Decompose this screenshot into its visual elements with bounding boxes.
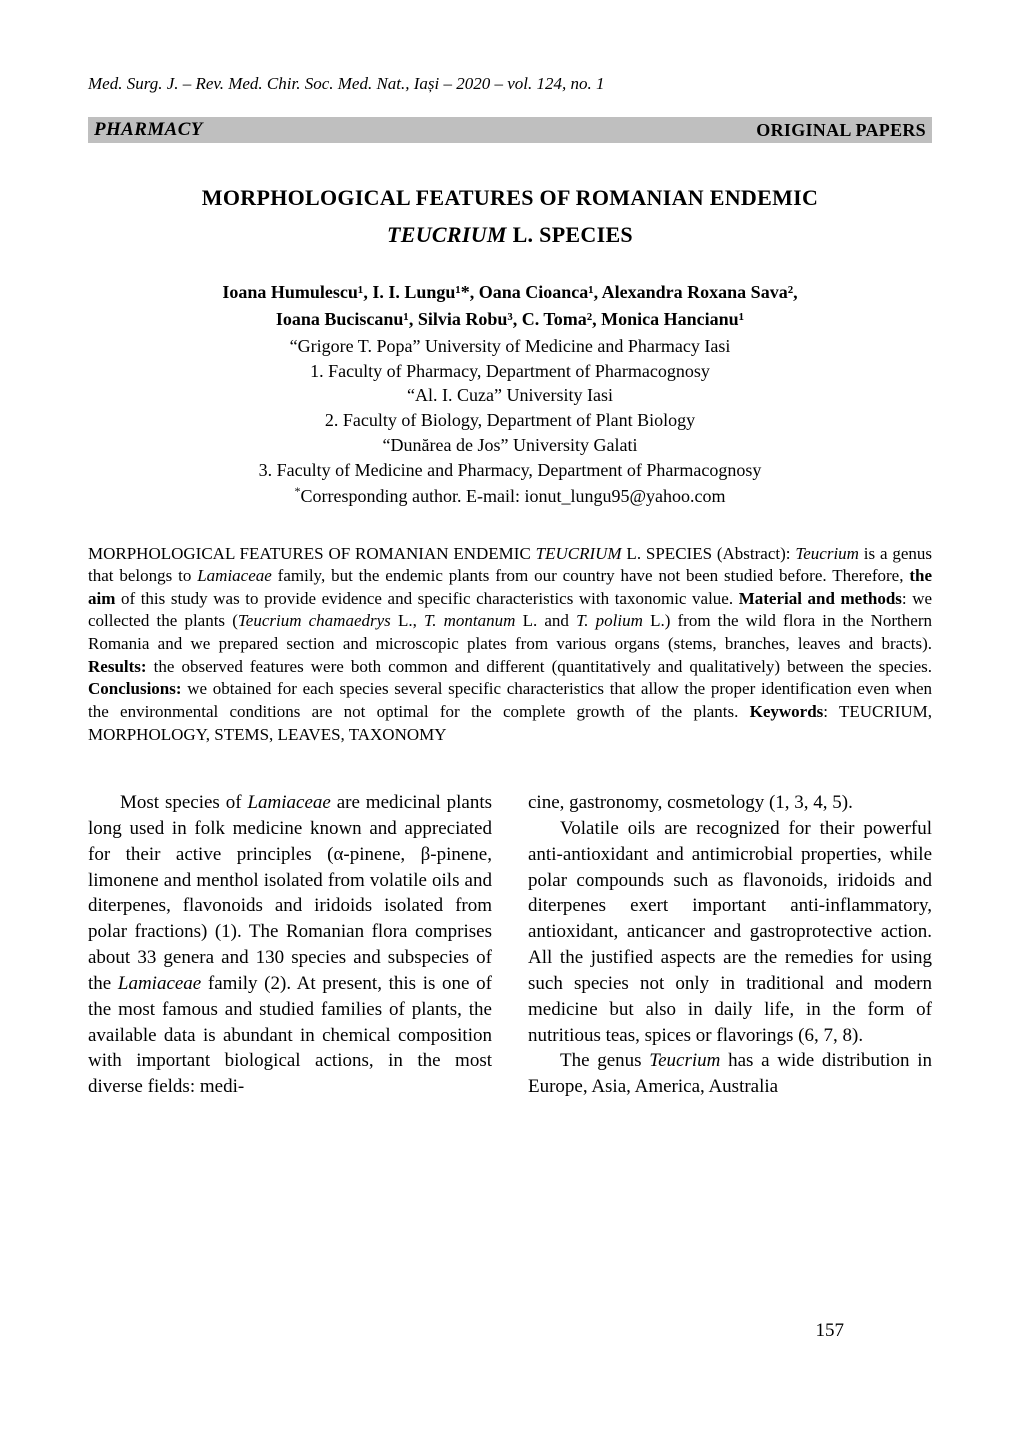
- section-bar: PHARMACY ORIGINAL PAPERS: [88, 117, 932, 143]
- abs-t6: the observed features were both common a…: [147, 657, 932, 676]
- c1-p1-it: Lamiaceae: [247, 792, 330, 813]
- column-left: Most species of Lamiaceae are medicinal …: [88, 790, 492, 1100]
- affil-6: 3. Faculty of Medicine and Pharmacy, Dep…: [88, 458, 932, 483]
- c2-p3-it: Teucrium: [649, 1050, 720, 1071]
- abs-b2: Material and methods: [739, 589, 902, 608]
- running-head: Med. Surg. J. – Rev. Med. Chir. Soc. Med…: [88, 72, 932, 95]
- affil-1: “Grigore T. Popa” University of Medicine…: [88, 334, 932, 359]
- abs-b3: Results:: [88, 657, 147, 676]
- affil-4: 2. Faculty of Biology, Department of Pla…: [88, 408, 932, 433]
- title-line2: TEUCRIUM L. SPECIES: [88, 220, 932, 250]
- abs-t5a: L.,: [391, 611, 424, 630]
- column-right: cine, gastronomy, cosmetology (1, 3, 4, …: [528, 790, 932, 1100]
- abstract: MORPHOLOGICAL FEATURES OF ROMANIAN ENDEM…: [88, 543, 932, 746]
- abs-t3-it: Lamiaceae: [197, 566, 272, 585]
- abs-t5-it1: Teucrium chamaedrys: [238, 611, 391, 630]
- abs-t1-it: TEUCRIUM: [536, 544, 622, 563]
- affil-7: *Corresponding author. E-mail: ionut_lun…: [88, 483, 932, 509]
- abs-t5-it2: T. montanum: [424, 611, 515, 630]
- affil-2: 1. Faculty of Pharmacy, Department of Ph…: [88, 359, 932, 384]
- abs-b5: Keywords: [750, 702, 824, 721]
- affil-7-text: Corresponding author. E-mail: ionut_lung…: [300, 486, 725, 506]
- c2-p3: The genus Teucrium has a wide distributi…: [528, 1048, 932, 1100]
- abs-t1b: L. SPECIES (Abstract):: [622, 544, 796, 563]
- section-bar-left: PHARMACY: [94, 117, 203, 143]
- c2-p3a: The genus: [560, 1050, 649, 1071]
- c1-p1a: Most species of: [120, 792, 247, 813]
- c2-p1: cine, gastronomy, cosmetology (1, 3, 4, …: [528, 790, 932, 816]
- abs-b4: Conclusions:: [88, 679, 182, 698]
- c1-p1b: are medicinal plants long used in folk m…: [88, 792, 492, 994]
- c2-p2: Volatile oils are recognized for their p…: [528, 816, 932, 1048]
- c1-p1: Most species of Lamiaceae are medicinal …: [88, 790, 492, 1100]
- abs-t4: of this study was to provide evidence an…: [115, 589, 738, 608]
- abs-t1: MORPHOLOGICAL FEATURES OF ROMANIAN ENDEM…: [88, 544, 536, 563]
- authors-line1: Ioana Humulescu¹, I. I. Lungu¹*, Oana Ci…: [88, 280, 932, 305]
- abs-t5b: L. and: [515, 611, 576, 630]
- title-line1: MORPHOLOGICAL FEATURES OF ROMANIAN ENDEM…: [88, 183, 932, 213]
- abs-t5-it3: T. polium: [576, 611, 643, 630]
- body-columns: Most species of Lamiaceae are medicinal …: [88, 790, 932, 1100]
- affil-3: “Al. I. Cuza” University Iasi: [88, 383, 932, 408]
- section-bar-right: ORIGINAL PAPERS: [756, 118, 926, 143]
- affiliations: “Grigore T. Popa” University of Medicine…: [88, 334, 932, 509]
- abs-t2-it: Teucrium: [795, 544, 859, 563]
- affil-5: “Dunărea de Jos” University Galati: [88, 433, 932, 458]
- authors-line2: Ioana Buciscanu¹, Silvia Robu³, C. Toma²…: [88, 307, 932, 332]
- page-number: 157: [816, 1318, 845, 1344]
- title-line2-italic: TEUCRIUM: [387, 222, 507, 247]
- title-line2-post: L. SPECIES: [507, 222, 633, 247]
- c1-p1-it2: Lamiaceae: [118, 973, 201, 994]
- abs-t3: family, but the endemic plants from our …: [272, 566, 910, 585]
